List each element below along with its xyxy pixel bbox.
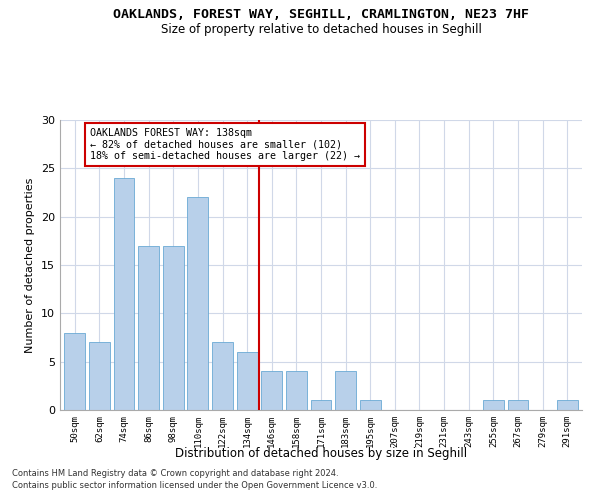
Text: Distribution of detached houses by size in Seghill: Distribution of detached houses by size … xyxy=(175,448,467,460)
Bar xyxy=(64,332,85,410)
Text: OAKLANDS, FOREST WAY, SEGHILL, CRAMLINGTON, NE23 7HF: OAKLANDS, FOREST WAY, SEGHILL, CRAMLINGT… xyxy=(113,8,529,20)
Bar xyxy=(508,400,529,410)
Bar xyxy=(335,372,356,410)
Bar xyxy=(163,246,184,410)
Bar xyxy=(261,372,282,410)
Text: Size of property relative to detached houses in Seghill: Size of property relative to detached ho… xyxy=(161,22,481,36)
Bar xyxy=(89,342,110,410)
Bar xyxy=(557,400,578,410)
Bar xyxy=(138,246,159,410)
Bar xyxy=(236,352,257,410)
Bar xyxy=(212,342,233,410)
Bar xyxy=(187,198,208,410)
Bar xyxy=(286,372,307,410)
Bar xyxy=(113,178,134,410)
Bar xyxy=(483,400,504,410)
Y-axis label: Number of detached properties: Number of detached properties xyxy=(25,178,35,352)
Text: Contains HM Land Registry data © Crown copyright and database right 2024.: Contains HM Land Registry data © Crown c… xyxy=(12,468,338,477)
Bar xyxy=(360,400,381,410)
Bar xyxy=(311,400,331,410)
Text: Contains public sector information licensed under the Open Government Licence v3: Contains public sector information licen… xyxy=(12,481,377,490)
Text: OAKLANDS FOREST WAY: 138sqm
← 82% of detached houses are smaller (102)
18% of se: OAKLANDS FOREST WAY: 138sqm ← 82% of det… xyxy=(89,128,359,161)
